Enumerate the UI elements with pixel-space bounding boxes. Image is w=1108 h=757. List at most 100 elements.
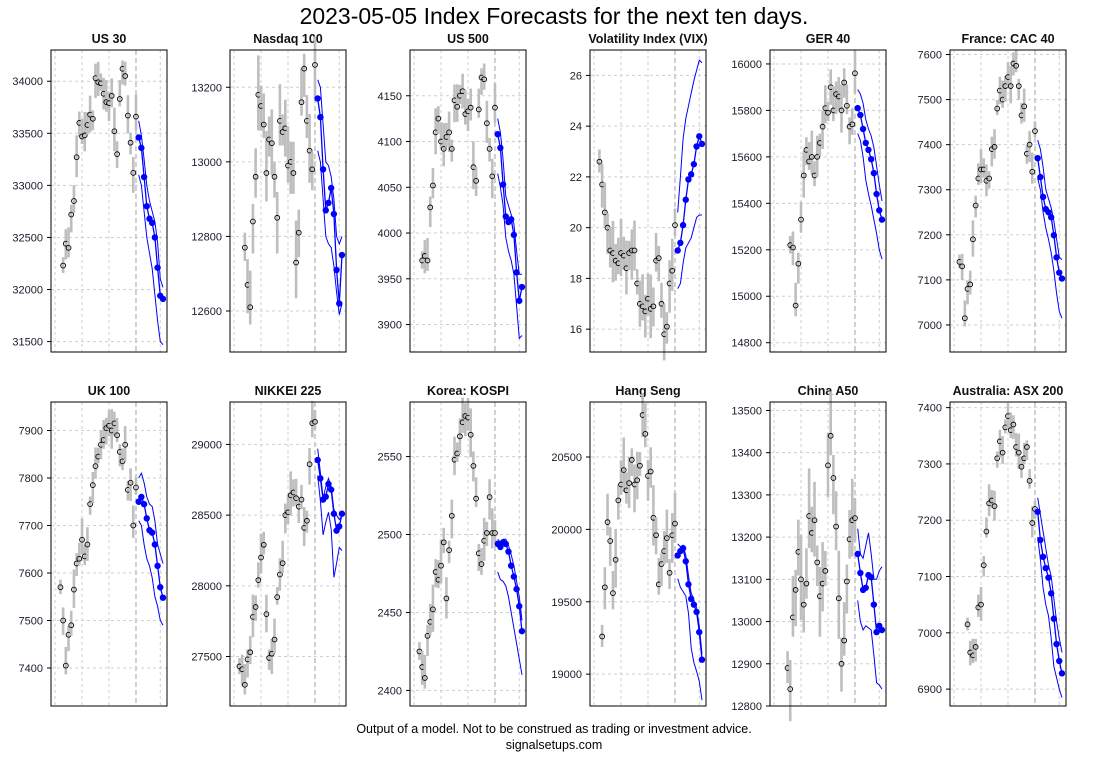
plot-frame	[409, 401, 527, 707]
history-close-point	[304, 517, 310, 524]
history-close-point	[967, 281, 974, 288]
forecast-line	[677, 546, 703, 660]
plot-frame	[50, 401, 168, 707]
history-close-point	[1029, 168, 1036, 175]
forecast-point	[336, 300, 343, 307]
history-close-point	[1021, 103, 1028, 110]
y-tick-label: 31500	[12, 337, 43, 349]
history-close-point	[999, 449, 1006, 456]
forecast-upper-band	[1037, 497, 1063, 653]
history-close-point	[844, 578, 850, 585]
forecast-line	[857, 107, 883, 220]
history-close-point	[130, 522, 137, 529]
forecast-point	[507, 216, 515, 223]
forecast-point	[322, 493, 329, 500]
forecast-lower-band	[317, 475, 343, 578]
forecast-point	[1039, 193, 1047, 201]
history-close-point	[631, 247, 638, 254]
forecast-lower-band	[138, 174, 164, 346]
forecast-line	[317, 98, 343, 304]
plot-frame	[229, 401, 347, 707]
y-tick-label: 13300	[731, 490, 762, 502]
history-close-point	[430, 182, 436, 189]
forecast-point	[1053, 640, 1060, 648]
history-close-point	[972, 644, 979, 650]
history-close-point	[489, 173, 496, 180]
history-close-point	[612, 556, 619, 563]
forecast-point	[867, 574, 875, 581]
history-close-point	[268, 140, 275, 147]
y-tick-label: 33000	[12, 180, 43, 192]
y-tick-label: 4100	[378, 137, 402, 149]
forecast-point	[1034, 154, 1041, 162]
history-close-point	[309, 166, 316, 173]
forecast-point	[698, 656, 706, 663]
forecast-point	[157, 584, 164, 591]
forecast-point	[693, 143, 700, 150]
history-close-point	[994, 455, 1001, 462]
history-close-point	[1026, 477, 1033, 484]
y-tick-label: 15800	[731, 105, 762, 117]
history-close-point	[268, 650, 275, 657]
history-close-point	[306, 461, 313, 468]
y-tick-label: 29000	[191, 439, 222, 451]
y-tick-label: 7700	[19, 521, 43, 533]
forecast-point	[862, 584, 869, 591]
forecast-point	[878, 216, 886, 223]
history-close-point	[457, 433, 463, 440]
plot-frame	[50, 49, 168, 353]
history-close-point	[492, 530, 498, 536]
forecast-point	[1047, 214, 1055, 221]
history-close-point	[247, 649, 254, 656]
history-close-point	[446, 129, 452, 136]
y-tick-label: 18	[570, 273, 582, 285]
history-close-point	[1007, 83, 1014, 89]
y-tick-label: 19000	[551, 669, 582, 681]
forecast-point	[319, 166, 327, 173]
history-close-point	[71, 198, 77, 204]
history-close-point	[438, 562, 444, 569]
forecast-point	[148, 219, 156, 227]
history-close-point	[81, 132, 88, 139]
history-close-point	[274, 214, 281, 221]
history-close-point	[1029, 520, 1036, 526]
history-close-point	[122, 441, 129, 448]
history-close-point	[601, 584, 608, 591]
history-close-point	[1018, 463, 1025, 470]
history-close-point	[89, 482, 96, 488]
history-close-point	[448, 512, 455, 519]
panel-title: US 500	[447, 32, 489, 46]
history-close-point	[60, 617, 66, 624]
history-close-point	[1026, 141, 1033, 148]
y-tick-label: 4150	[378, 91, 402, 103]
y-tick-label: 3900	[378, 320, 402, 332]
history-close-point	[800, 601, 807, 608]
forecast-point	[1050, 615, 1058, 622]
forecast-point	[696, 628, 703, 636]
y-tick-label: 7100	[918, 572, 942, 584]
history-close-point	[819, 123, 826, 130]
forecast-point	[698, 140, 706, 148]
y-tick-label: 20500	[551, 452, 582, 464]
forecast-point	[143, 515, 150, 522]
y-tick-label: 7300	[918, 459, 942, 471]
history-close-point	[1024, 444, 1030, 450]
y-tick-label: 7400	[918, 403, 942, 415]
history-close-point	[252, 173, 259, 180]
history-close-point	[60, 262, 66, 269]
y-tick-label: 32500	[12, 232, 43, 244]
forecast-point	[494, 130, 501, 138]
forecast-point	[679, 221, 687, 229]
history-close-point	[478, 561, 485, 567]
history-close-point	[290, 170, 297, 176]
history-close-point	[792, 587, 799, 593]
panel-title: Volatility Index (VIX)	[588, 32, 707, 46]
history-close-point	[669, 267, 676, 274]
forecast-point	[687, 171, 695, 178]
forecast-lower-band	[138, 520, 164, 626]
forecast-point	[327, 486, 335, 493]
history-close-point	[672, 520, 678, 527]
forecast-point	[502, 213, 509, 220]
history-close-point	[424, 632, 431, 639]
history-close-point	[814, 154, 821, 160]
